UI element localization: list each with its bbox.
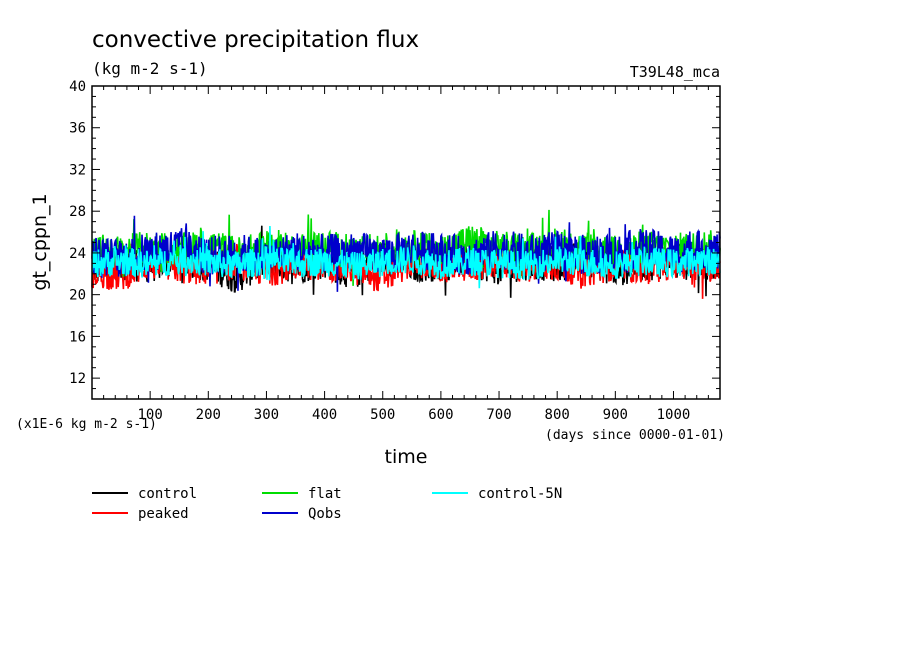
y-tick-label: 40 (69, 79, 86, 95)
legend: control peaked flat Qobs control-5N (92, 486, 562, 522)
legend-label-peaked: peaked (138, 506, 189, 522)
chart-title: convective precipitation flux (92, 27, 419, 53)
x-tick-label: 300 (254, 407, 279, 423)
x-tick-label: 700 (486, 407, 511, 423)
x-tick-label: 400 (312, 407, 337, 423)
series-line-control-5N (91, 225, 721, 289)
y-tick-label: 36 (69, 121, 86, 137)
y-tick-label: 16 (69, 329, 86, 345)
y-tick-label: 32 (69, 162, 86, 178)
legend-label-Qobs: Qobs (308, 506, 342, 522)
legend-label-control-5N: control-5N (478, 486, 562, 502)
x-tick-label: 100 (137, 407, 162, 423)
y-scale-note: (x1E-6 kg m-2 s-1) (16, 417, 157, 432)
y-tick-label: 24 (69, 246, 86, 262)
x-units-note: (days since 0000-01-01) (545, 428, 725, 443)
y-tick-label: 20 (69, 288, 86, 304)
x-tick-label: 200 (196, 407, 221, 423)
y-axis-label: gt_cppn_1 (29, 193, 51, 290)
x-axis-label: time (385, 446, 428, 468)
x-tick-label: 800 (545, 407, 570, 423)
y-tick-label: 28 (69, 204, 86, 220)
y-tick-label: 12 (69, 371, 86, 387)
legend-label-flat: flat (308, 486, 342, 502)
x-tick-label: 500 (370, 407, 395, 423)
x-tick-label: 1000 (657, 407, 691, 423)
x-tick-label: 600 (428, 407, 453, 423)
x-tick-label: 900 (603, 407, 628, 423)
legend-label-control: control (138, 486, 197, 502)
run-label: T39L48_mca (630, 63, 720, 81)
plot-area: 12 16 20 24 28 32 36 40 100 200 300 400 500 600 700 800… (69, 79, 721, 423)
chart-subtitle: (kg m-2 s-1) (92, 59, 208, 78)
